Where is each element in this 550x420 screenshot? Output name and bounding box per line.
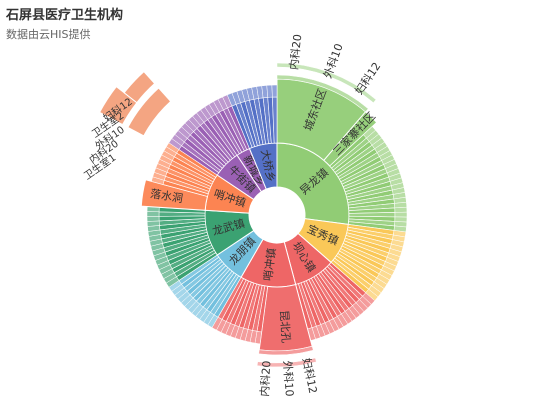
department-slice [146, 220, 160, 227]
department-ring-outer [276, 62, 377, 104]
town-label: 大桥乡 [258, 148, 278, 183]
department-ring [258, 346, 314, 356]
department-slice [394, 206, 408, 213]
center-hole [250, 188, 304, 242]
chart-subtitle: 数据由云HIS提供 [6, 28, 91, 41]
exploded-department-segment [123, 70, 156, 104]
town-label: 哨冲镇 [260, 247, 278, 282]
department-ring [276, 74, 369, 113]
department-label: 外科10 [320, 42, 346, 81]
department-slice [271, 84, 278, 98]
department-label: 内科20 [286, 33, 304, 70]
exploded-village-segment [127, 87, 172, 137]
department-label: 妇科12 [300, 357, 321, 395]
department-label: 妇科12 [352, 59, 384, 97]
department-slice [146, 216, 160, 222]
department-slice [266, 84, 273, 98]
department-slice [146, 211, 160, 217]
department-label: 外科10 [281, 360, 297, 397]
village-label: 昆北孔 [277, 310, 292, 344]
department-slice [394, 211, 408, 218]
chart-title: 石屏县医疗卫生机构 [6, 8, 124, 23]
village-label: 落水洞 [149, 187, 184, 205]
department-label: 内科20 [257, 360, 273, 397]
department-ring-outer [256, 357, 317, 368]
